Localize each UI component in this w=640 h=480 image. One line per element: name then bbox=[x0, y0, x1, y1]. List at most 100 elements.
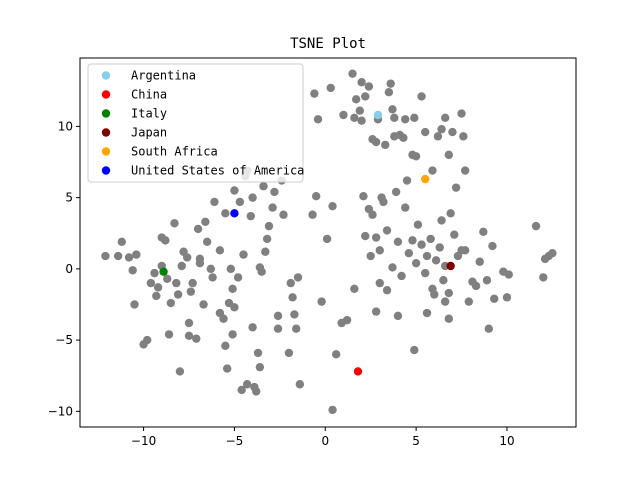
data-point bbox=[326, 83, 335, 93]
data-point bbox=[408, 236, 417, 245]
data-point bbox=[548, 248, 557, 258]
y-tick-label: −5 bbox=[55, 333, 73, 347]
y-axis: −10 −5 0 5 10 bbox=[48, 119, 80, 418]
data-point bbox=[390, 113, 399, 123]
data-point bbox=[228, 284, 237, 294]
data-point bbox=[504, 270, 513, 279]
data-point bbox=[531, 221, 541, 231]
background-points bbox=[101, 69, 557, 415]
data-point bbox=[361, 231, 370, 241]
data-point bbox=[143, 335, 152, 345]
data-point bbox=[210, 197, 219, 207]
y-tick-label: 5 bbox=[65, 191, 73, 205]
data-point bbox=[235, 197, 245, 207]
data-point bbox=[317, 297, 326, 306]
data-point bbox=[192, 334, 201, 343]
data-point bbox=[539, 273, 548, 282]
data-point bbox=[186, 287, 196, 296]
data-point bbox=[219, 314, 228, 323]
data-point bbox=[252, 387, 261, 396]
data-point bbox=[388, 263, 397, 272]
data-point bbox=[182, 253, 192, 262]
data-point bbox=[184, 318, 194, 328]
data-point bbox=[446, 209, 455, 218]
data-point bbox=[202, 237, 212, 246]
data-point bbox=[366, 251, 375, 261]
data-point bbox=[375, 246, 384, 255]
data-point bbox=[350, 113, 359, 123]
data-point bbox=[101, 251, 110, 261]
data-point bbox=[371, 307, 381, 316]
legend-marker-south-africa bbox=[101, 147, 111, 156]
data-point bbox=[351, 95, 361, 104]
data-point bbox=[426, 234, 435, 244]
data-point bbox=[413, 220, 423, 229]
data-point bbox=[259, 182, 268, 191]
data-point bbox=[273, 311, 283, 321]
data-point bbox=[230, 303, 239, 312]
data-point bbox=[124, 253, 134, 262]
data-point bbox=[444, 288, 454, 298]
x-axis: −10 −5 0 5 10 bbox=[131, 427, 515, 448]
data-point bbox=[421, 127, 430, 137]
data-point bbox=[350, 284, 359, 294]
data-point bbox=[331, 350, 341, 359]
data-point bbox=[177, 261, 186, 271]
data-point bbox=[411, 258, 421, 268]
data-point bbox=[286, 278, 295, 288]
legend-label-united-states-of-america: United States of America bbox=[131, 164, 304, 178]
data-point bbox=[113, 251, 123, 261]
data-point bbox=[248, 323, 257, 332]
data-point bbox=[490, 294, 499, 303]
data-point bbox=[484, 324, 493, 333]
data-point bbox=[440, 297, 450, 306]
data-point bbox=[444, 150, 454, 160]
data-point bbox=[228, 330, 237, 339]
data-point bbox=[355, 106, 364, 115]
data-point bbox=[262, 234, 272, 244]
data-point bbox=[430, 290, 439, 299]
data-point bbox=[290, 310, 299, 319]
data-point bbox=[175, 367, 185, 376]
legend-label-italy: Italy bbox=[131, 107, 167, 121]
data-point bbox=[193, 224, 203, 234]
legend: Argentina China Italy Japan South Africa Unit… bbox=[87, 63, 304, 183]
data-point bbox=[359, 191, 368, 201]
x-tick-label: 5 bbox=[412, 434, 420, 448]
data-point bbox=[130, 300, 139, 309]
data-point bbox=[422, 308, 432, 318]
data-point bbox=[206, 264, 216, 274]
legend-marker-united-states-of-america bbox=[101, 166, 111, 175]
data-point bbox=[233, 273, 243, 282]
data-point bbox=[379, 197, 388, 207]
data-point bbox=[328, 201, 337, 211]
data-point bbox=[257, 267, 266, 276]
data-point bbox=[170, 219, 179, 228]
data-point bbox=[435, 243, 444, 252]
data-point bbox=[410, 345, 419, 355]
data-point bbox=[239, 250, 248, 259]
data-point bbox=[471, 281, 481, 291]
data-point bbox=[417, 92, 426, 101]
y-tick-label: 0 bbox=[65, 262, 73, 276]
data-point bbox=[173, 290, 183, 299]
data-point bbox=[311, 191, 321, 201]
data-point bbox=[475, 257, 484, 266]
data-point bbox=[313, 115, 323, 124]
data-point bbox=[382, 226, 392, 235]
data-point bbox=[361, 92, 370, 101]
data-point bbox=[440, 113, 450, 123]
data-point bbox=[402, 176, 412, 185]
data-point bbox=[428, 166, 437, 175]
data-point bbox=[364, 82, 374, 91]
y-tick-label: 10 bbox=[58, 119, 73, 133]
data-point bbox=[382, 286, 392, 295]
data-point bbox=[221, 209, 230, 218]
data-point bbox=[386, 79, 395, 88]
data-point bbox=[230, 186, 239, 195]
data-point bbox=[264, 221, 274, 231]
data-point bbox=[460, 246, 470, 255]
data-point bbox=[150, 268, 159, 278]
data-point bbox=[381, 140, 390, 150]
data-point bbox=[384, 87, 394, 97]
